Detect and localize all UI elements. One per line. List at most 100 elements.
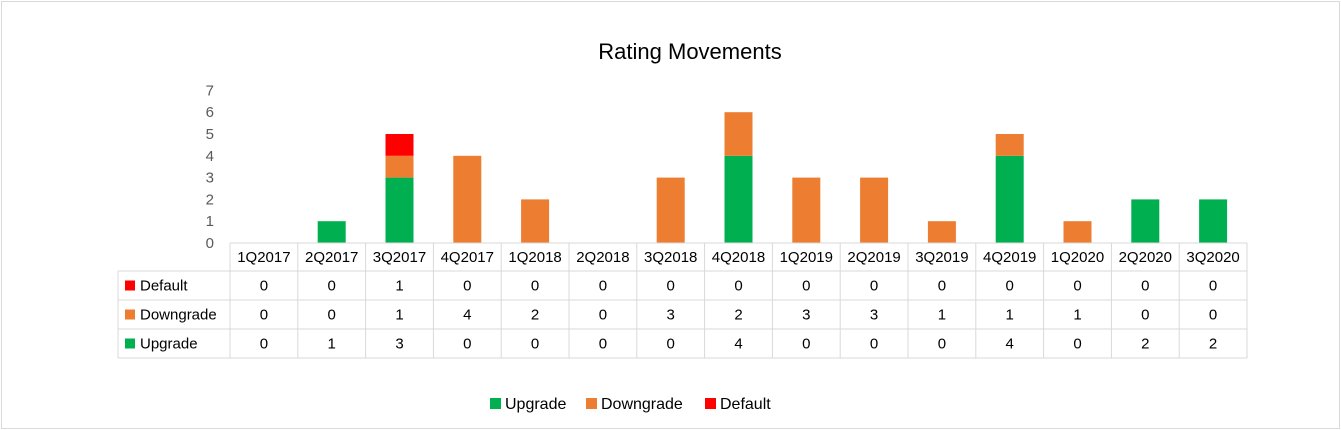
x-tick-label: 1Q2020 [1051,249,1104,266]
x-tick-label: 1Q2019 [780,249,833,266]
table-cell-value: 0 [1006,278,1014,295]
table-cell-value: 1 [1006,307,1014,324]
table-cell-value: 4 [463,307,471,324]
table-cell-value: 4 [1006,336,1014,353]
table-cell-value: 0 [1073,336,1081,353]
table-cell-value: 0 [531,278,539,295]
legend-key [490,398,501,409]
table-cell-value: 0 [1209,278,1217,295]
table-cell-value: 3 [802,307,810,324]
table-cell-value: 1 [395,278,403,295]
y-tick-label: 1 [206,213,214,230]
table-cell-value: 0 [328,307,336,324]
x-tick-label: 1Q2017 [237,249,290,266]
x-tick-label: 2Q2019 [847,249,900,266]
table-cell-value: 0 [599,307,607,324]
legend-label: Default [720,396,771,413]
x-tick-label: 2Q2020 [1119,249,1172,266]
x-tick-label: 3Q2019 [915,249,968,266]
y-tick-label: 5 [206,126,214,143]
x-tick-label: 4Q2019 [983,249,1036,266]
bar-downgrade [385,155,414,178]
bar-upgrade [1199,199,1228,243]
data-table: 1Q2017 2Q2017 3Q2017 4Q2017 1Q2018 2Q2018 3Q20… [117,242,1248,359]
table-cell-value: 0 [260,278,268,295]
table-cell-value: 1 [1073,307,1081,324]
table-cell-value: 0 [667,278,675,295]
legend-label: Downgrade [601,396,683,413]
table-cell-value: 2 [1209,336,1217,353]
table-cell-value: 0 [260,307,268,324]
table-cell-value: 0 [599,336,607,353]
legend-label: Upgrade [505,396,566,413]
bar-default [385,134,414,156]
chart-title: Rating Movements [598,39,781,64]
bar-upgrade [724,155,753,243]
y-tick-label: 7 [206,82,214,99]
table-cell-value: 0 [938,278,946,295]
table-legend-key [125,338,135,349]
x-tick-label: 1Q2018 [508,249,561,266]
table-cell-value: 0 [463,336,471,353]
table-legend-key [125,309,135,320]
y-tick-label: 2 [206,191,214,208]
x-tick-label: 2Q2018 [576,249,629,266]
table-cell-value: 2 [734,307,742,324]
bars [317,112,1228,243]
bar-downgrade [995,134,1024,156]
table-cell-value: 0 [802,278,810,295]
legend: Upgrade Downgrade Default [490,396,771,413]
table-row-label: Upgrade [140,336,198,353]
table-cell-value: 0 [938,336,946,353]
y-tick-label: 3 [206,170,214,187]
table-cell-value: 4 [734,336,742,353]
legend-key [705,398,716,409]
y-tick-label: 4 [206,148,214,165]
bar-upgrade [1131,199,1160,243]
table-cell-value: 1 [395,307,403,324]
x-tick-label: 3Q2020 [1186,249,1239,266]
y-axis: 0 1 2 3 4 5 6 7 [206,82,214,252]
bar-upgrade [385,177,414,243]
bar-downgrade [656,177,685,243]
x-tick-label: 4Q2017 [441,249,494,266]
bar-downgrade [792,177,821,243]
table-legend-key [125,280,135,291]
table-cell-value: 0 [870,336,878,353]
table-cell-value: 0 [328,278,336,295]
x-tick-label: 4Q2018 [712,249,765,266]
bar-downgrade [453,155,482,243]
table-cell-value: 0 [1141,278,1149,295]
x-tick-label: 3Q2017 [373,249,426,266]
table-cell-value: 0 [667,336,675,353]
table-row-label: Default [140,278,188,295]
bar-downgrade [521,199,550,243]
table-cell-value: 0 [531,336,539,353]
x-tick-label: 2Q2017 [305,249,358,266]
table-cell-value: 0 [734,278,742,295]
bar-downgrade [1063,221,1092,243]
y-tick-label: 0 [206,235,214,252]
bar-downgrade [724,112,753,156]
legend-key [586,398,597,409]
y-tick-label: 6 [206,104,214,121]
table-cell-value: 0 [599,278,607,295]
table-row-label: Downgrade [140,307,217,324]
table-cell-value: 0 [1141,307,1149,324]
table-cell-value: 0 [1209,307,1217,324]
bar-downgrade [860,177,889,243]
table-cell-value: 0 [802,336,810,353]
table-cell-value: 0 [1073,278,1081,295]
bar-upgrade [995,155,1024,243]
x-tick-label: 3Q2018 [644,249,697,266]
table-cell-value: 2 [1141,336,1149,353]
table-cell-value: 1 [328,336,336,353]
table-cell-value: 3 [870,307,878,324]
bar-downgrade [927,221,956,243]
table-cell-value: 0 [463,278,471,295]
table-cell-value: 3 [667,307,675,324]
table-cell-value: 3 [395,336,403,353]
table-cell-value: 1 [938,307,946,324]
table-cell-value: 0 [870,278,878,295]
